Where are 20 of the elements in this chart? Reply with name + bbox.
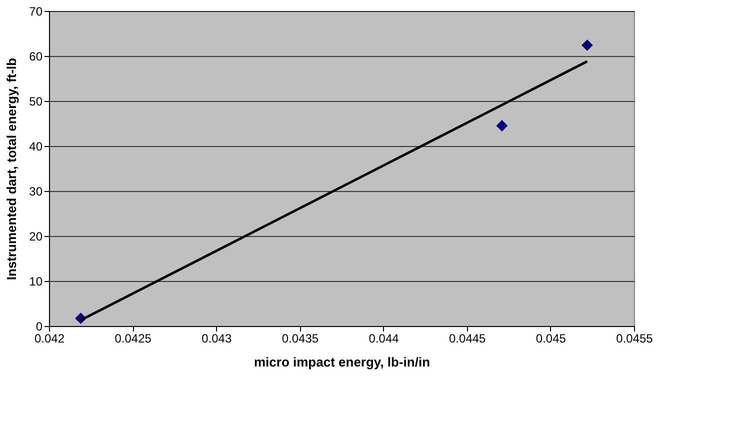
y-tick-label: 50 <box>29 94 43 108</box>
x-axis-title: micro impact energy, lb-in/in <box>254 354 430 370</box>
x-tick-label: 0.045 <box>536 332 566 346</box>
x-tick-label: 0.0425 <box>114 332 152 346</box>
x-tick-label: 0.0435 <box>282 332 319 346</box>
y-axis-title: Instrumented dart, total energy, ft-lb <box>4 58 20 280</box>
point <box>496 120 508 132</box>
y-tick-label: 60 <box>29 50 43 64</box>
point <box>582 40 593 51</box>
x-tick-label: 0.043 <box>202 332 232 346</box>
x-tick-label: 0.0445 <box>449 332 486 346</box>
y-tick-label: 20 <box>29 230 43 244</box>
x-tick-label: 0.0455 <box>616 332 654 346</box>
x-tick-label: 0.042 <box>34 332 65 346</box>
y-tick-label: 30 <box>29 184 43 198</box>
y-tick-label: 40 <box>29 140 43 154</box>
y-tick-label: 10 <box>29 274 43 288</box>
y-tick-label: 0 <box>36 320 43 334</box>
y-tick-label: 70 <box>29 4 43 18</box>
x-tick-label: 0.044 <box>368 332 400 346</box>
